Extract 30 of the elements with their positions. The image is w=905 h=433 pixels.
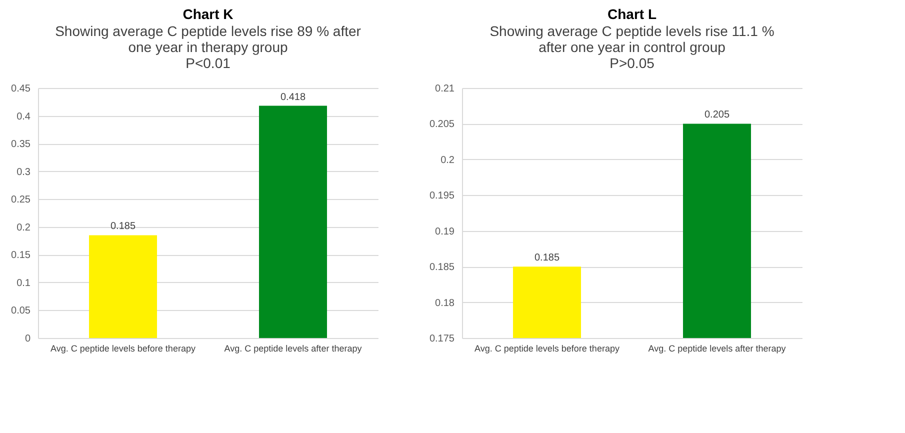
x-tick-label: Avg. C peptide levels after therapy (648, 344, 786, 354)
chart-subtitle: Showing average C peptide levels rise 89 % after one year in therapy group P<0.01 (55, 23, 362, 71)
data-label: 0.185 (534, 252, 560, 264)
x-tick-label: Avg. C peptide levels after therapy (224, 344, 362, 354)
data-label: 0.418 (280, 92, 306, 103)
data-label: 0.205 (704, 110, 730, 121)
y-tick-label: 0.18 (435, 298, 455, 309)
y-tick-label: 0.35 (11, 139, 31, 150)
x-tick-label: Avg. C peptide levels before therapy (50, 344, 196, 354)
y-tick-label: 0.05 (11, 306, 31, 317)
y-tick-label: 0.21 (435, 84, 455, 94)
y-tick-label: 0.2 (440, 154, 455, 166)
chart-title: Chart L (608, 6, 657, 22)
chart-title: Chart K (182, 6, 234, 22)
y-tick-label: 0.15 (11, 250, 31, 262)
y-tick-label: 0.3 (16, 166, 31, 178)
y-tick-label: 0.195 (429, 190, 455, 202)
data-label: 0.185 (110, 221, 136, 232)
y-tick-label: 0.175 (429, 334, 455, 344)
y-tick-label: 0.4 (16, 111, 31, 122)
x-tick-label: Avg. C peptide levels before therapy (474, 344, 620, 354)
y-tick-label: 0.1 (16, 278, 31, 289)
y-tick-label: 0.45 (11, 84, 31, 94)
chart-subtitle: Showing average C peptide levels rise 11.1 % after one year in control group P>0.05 (490, 23, 774, 71)
y-tick-label: 0.185 (429, 262, 455, 274)
y-tick-label: 0.25 (11, 194, 31, 206)
y-tick-label: 0 (24, 334, 31, 344)
y-tick-label: 0.2 (16, 222, 31, 234)
y-tick-label: 0.205 (429, 119, 455, 130)
y-tick-label: 0.19 (435, 226, 455, 238)
